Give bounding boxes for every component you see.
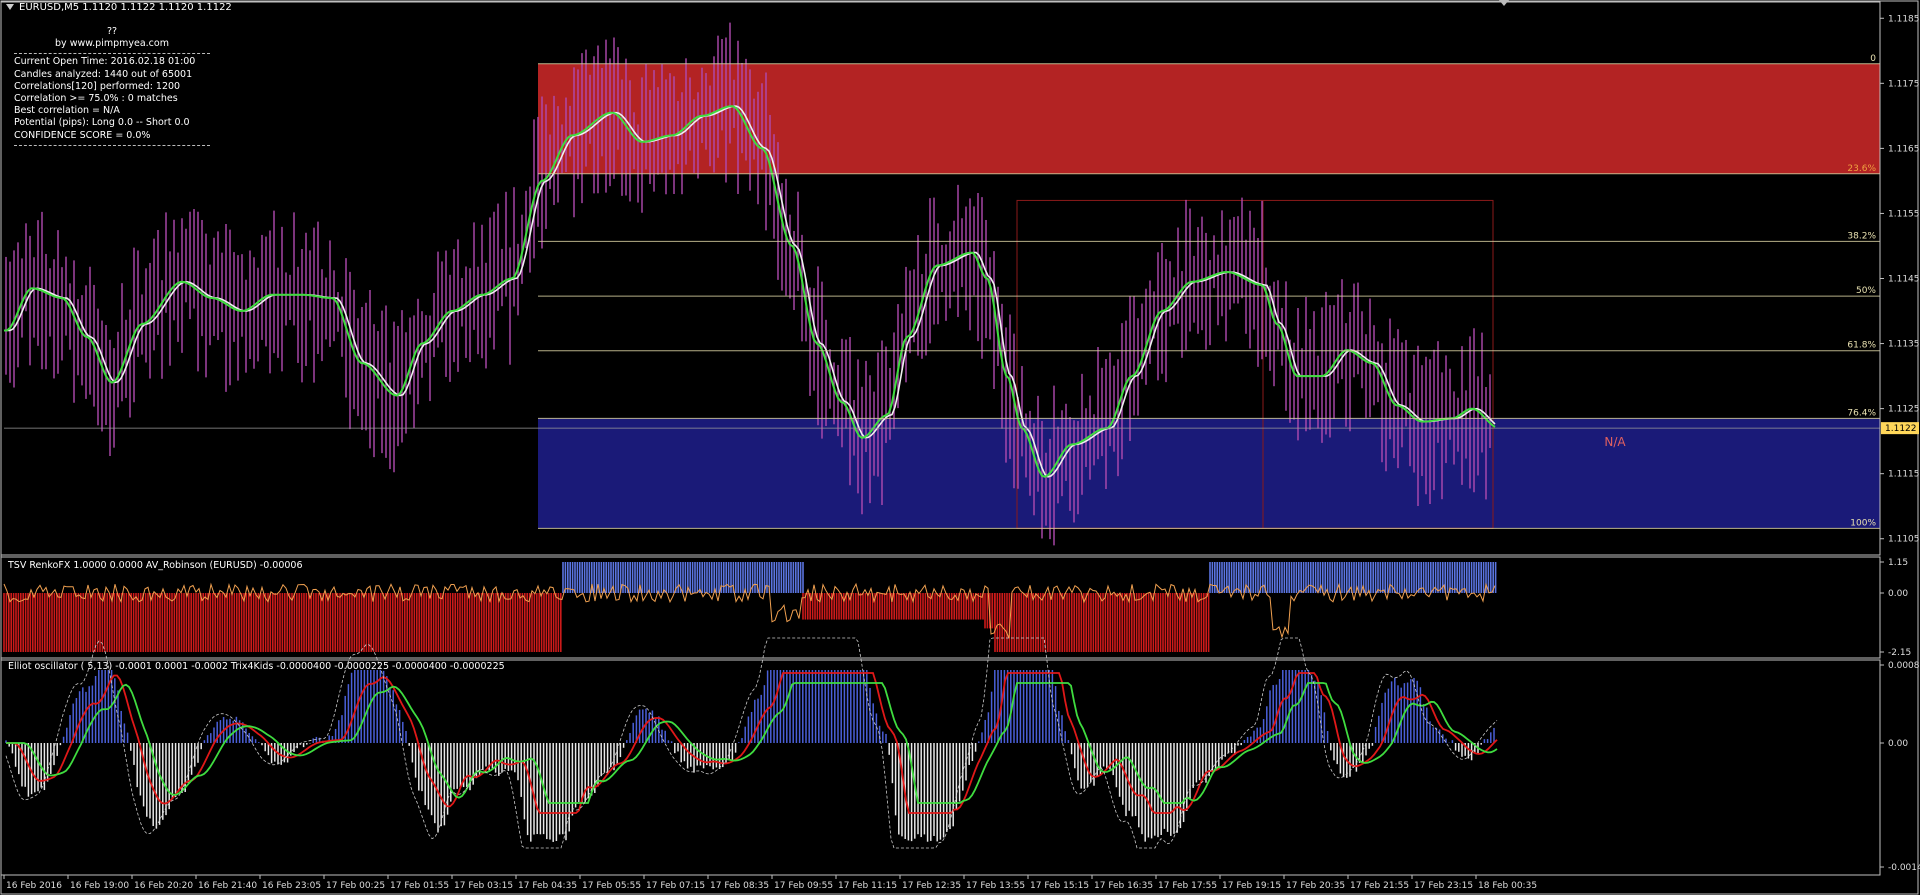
panel-line: Correlations[120] performed: 1200 (14, 80, 181, 92)
fib-level-label: 23.6% (1847, 164, 1876, 174)
elliot-signal-red (6, 672, 1498, 814)
elliot-axis-label: 0.0008 (1888, 661, 1920, 671)
tsv-axis-label: 0.00 (1888, 589, 1908, 599)
elliot-signal-green (6, 682, 1498, 804)
price-axis-label: 1.1175 (1888, 79, 1920, 89)
fib-level-label: 0 (1870, 54, 1876, 64)
main-chart-zones (538, 63, 1880, 529)
time-axis-label: 17 Feb 11:15 (838, 881, 897, 891)
time-axis-label: 16 Feb 20:20 (134, 881, 193, 891)
current-price-tag-text: 1.1122 (1885, 424, 1917, 434)
price-axis-label: 1.1105 (1888, 535, 1920, 545)
symbol-header[interactable]: EURUSD,M5 1.1120 1.1122 1.1120 1.1122 (6, 2, 232, 13)
na-label: N/A (1604, 435, 1626, 449)
price-axis-label: 1.1135 (1888, 340, 1920, 350)
fibonacci-levels: 0 23.6% 38.2% 50% 61.8% 76.4% 100% N/A (4, 54, 1880, 529)
time-axis-label: 18 Feb 00:35 (1478, 881, 1537, 891)
elliot-axis-label: 0.00 (1888, 739, 1908, 749)
elliot-indicator-label: Elliot oscillator ( 5,13) -0.0001 0.0001… (8, 661, 505, 672)
time-axis-label: 17 Feb 08:35 (710, 881, 769, 891)
panel-line: Potential (pips): Long 0.0 -- Short 0.0 (14, 117, 190, 129)
time-axis-label: 17 Feb 03:15 (454, 881, 513, 891)
time-axis-label: 17 Feb 07:15 (646, 881, 705, 891)
time-axis-label: 17 Feb 13:55 (966, 881, 1025, 891)
tsv-line (3, 582, 1496, 639)
current-price-tag (1881, 422, 1919, 435)
time-axis-label: 16 Feb 21:40 (198, 881, 257, 891)
moving-averages (3, 105, 1496, 478)
price-axis-label: 1.1155 (1888, 209, 1920, 219)
price-axis-label: 1.1125 (1888, 405, 1920, 415)
tsv-indicator (3, 562, 1497, 652)
panel-line: Current Open Time: 2016.02.18 01:00 (14, 56, 196, 68)
time-axis-label: 17 Feb 17:55 (1158, 881, 1217, 891)
info-panel: ?? by www.pimpmyea.com Current Open Time… (14, 26, 210, 148)
time-axis-label: 16 Feb 19:00 (70, 881, 129, 891)
price-axis-label: 1.1165 (1888, 144, 1920, 154)
time-axis-label: 17 Feb 00:25 (326, 881, 385, 891)
time-axis-label: 17 Feb 01:55 (390, 881, 449, 891)
time-axis-label: 17 Feb 09:55 (774, 881, 833, 891)
chart-shift-marker-icon[interactable] (1499, 0, 1509, 6)
divider (14, 144, 210, 146)
price-axis-label: 1.1145 (1888, 275, 1920, 285)
time-axis-label: 17 Feb 04:35 (518, 881, 577, 891)
demand-zone (538, 418, 1880, 529)
fib-level-label: 100% (1850, 518, 1876, 528)
fib-level-label: 76.4% (1847, 408, 1876, 418)
time-axis-label: 17 Feb 16:35 (1094, 881, 1153, 891)
divider (14, 53, 210, 55)
price-axis-label: 1.1185 (1888, 14, 1920, 24)
tsv-axis-label: -2.15 (1888, 648, 1911, 658)
time-axis-label: 17 Feb 15:15 (1030, 881, 1089, 891)
elliot-axis-label: -0.0014 (1888, 863, 1920, 873)
time-axis-label: 17 Feb 19:15 (1222, 881, 1281, 891)
time-axis-label: 16 Feb 2016 (6, 881, 62, 891)
fib-level-label: 61.8% (1847, 341, 1876, 351)
supply-zone (538, 63, 1880, 174)
time-axis-label: 17 Feb 23:15 (1414, 881, 1473, 891)
fib-level-label: 50% (1856, 286, 1876, 296)
tsv-indicator-label: TSV RenkoFX 1.0000 0.0000 AV_Robinson (E… (8, 560, 303, 571)
panel-line: CONFIDENCE SCORE = 0.0% (14, 129, 151, 141)
slow-moving-average-line (4, 105, 1496, 478)
time-axis-label: 17 Feb 20:35 (1286, 881, 1345, 891)
panel-author: by www.pimpmyea.com (55, 38, 169, 50)
elliot-oscillator (5, 637, 1498, 849)
fast-moving-average-line (3, 105, 1496, 478)
time-axis-label: 17 Feb 12:35 (902, 881, 961, 891)
time-axis-label: 16 Feb 23:05 (262, 881, 321, 891)
price-axis-label: 1.1115 (1888, 470, 1920, 480)
axes: 1.1185 1.1175 1.1165 1.1155 1.1145 1.1135 1.11… (3, 14, 1920, 891)
time-axis-label: 17 Feb 21:55 (1350, 881, 1409, 891)
chevron-down-icon[interactable] (6, 4, 14, 10)
panel-line: Best correlation = N/A (14, 105, 120, 117)
fib-level-label: 38.2% (1847, 231, 1876, 241)
price-bars (5, 22, 1491, 546)
panel-line: Correlation >= 75.0% : 0 matches (14, 93, 178, 105)
elliot-band-upper (5, 637, 1498, 849)
time-axis-label: 17 Feb 05:55 (582, 881, 641, 891)
panel-heading: ?? (106, 26, 118, 37)
panel-line: Candles analyzed: 1440 out of 65001 (14, 68, 193, 80)
tsv-axis-label: 1.15 (1888, 558, 1908, 568)
